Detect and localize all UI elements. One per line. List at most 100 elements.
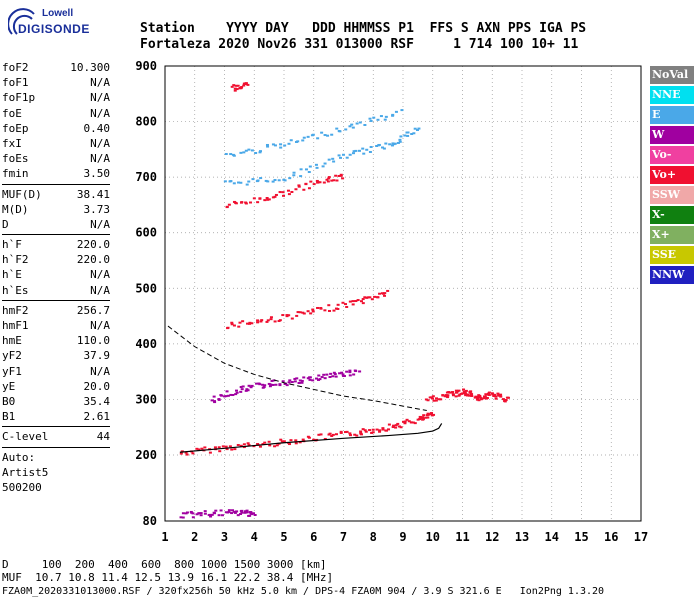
echo-point xyxy=(336,303,340,306)
echo-point xyxy=(227,510,231,513)
echo-point xyxy=(258,151,262,154)
echo-point xyxy=(208,451,212,454)
echo-point xyxy=(345,156,349,159)
echo-point xyxy=(463,392,467,395)
parameter-label: yF1 xyxy=(2,364,22,378)
echo-point xyxy=(446,394,450,397)
echo-point xyxy=(417,127,421,130)
echo-point xyxy=(468,394,472,397)
echo-point xyxy=(252,197,256,200)
echo-point xyxy=(210,513,214,516)
echo-point xyxy=(386,289,390,292)
echo-point xyxy=(232,154,236,157)
echo-point xyxy=(265,197,269,200)
echo-point xyxy=(487,391,491,394)
parameter-group-critical-frequencies: foF2 10.300 foF1 N/A foF1p N/A foE N/A foEp 0.40 f… xyxy=(2,60,110,182)
echo-point xyxy=(269,383,273,386)
echo-point xyxy=(354,300,358,303)
parameter-label: hmF1 xyxy=(2,319,29,332)
legend-item: X- xyxy=(650,206,694,224)
legend-item: SSW xyxy=(650,186,694,204)
y-tick-label: 800 xyxy=(135,115,157,129)
echo-point xyxy=(341,373,345,376)
parameter-value: 2.61 xyxy=(83,410,111,424)
echo-point xyxy=(223,180,227,183)
parameter-label: fxI xyxy=(2,136,22,150)
echo-point xyxy=(319,433,323,436)
parameter-value: N/A xyxy=(90,76,110,90)
parameter-row: hmF2 256.7 xyxy=(2,303,110,318)
echo-point xyxy=(281,380,285,383)
y-tick-label: 400 xyxy=(135,337,157,351)
parameter-row: fxI N/A xyxy=(2,136,110,151)
echo-point xyxy=(249,386,253,389)
chart-profile-lines xyxy=(167,325,443,453)
echo-point xyxy=(261,383,265,386)
header-labels: Station YYYY DAY DDD HHMMSS P1 FFS S AXN… xyxy=(140,21,587,36)
echo-point xyxy=(339,156,343,159)
echo-point xyxy=(263,441,267,444)
echo-point xyxy=(451,391,455,394)
echo-point xyxy=(256,321,260,324)
echo-point xyxy=(297,184,301,187)
echo-point xyxy=(229,180,233,183)
echo-point xyxy=(191,516,195,519)
echo-point xyxy=(234,389,238,392)
echo-point xyxy=(491,393,495,396)
echo-point xyxy=(431,397,435,400)
echo-point xyxy=(448,391,452,394)
echo-point xyxy=(496,392,500,395)
echo-point xyxy=(339,431,343,434)
echo-point xyxy=(197,512,201,515)
echo-point xyxy=(309,312,313,315)
echo-point xyxy=(278,319,282,322)
echo-point xyxy=(328,432,332,435)
echo-point xyxy=(419,416,423,419)
echo-point xyxy=(372,116,376,119)
echo-point xyxy=(485,393,489,396)
echo-point xyxy=(341,153,345,156)
x-tick-label: 15 xyxy=(574,530,588,544)
echo-point xyxy=(311,310,315,313)
echo-point xyxy=(304,168,308,171)
echo-point xyxy=(381,428,385,431)
echo-point xyxy=(355,434,359,437)
echo-point xyxy=(294,442,298,445)
file-info: FZA0M_2020331013000.RSF / 320fx256h 50 k… xyxy=(2,586,605,597)
parameter-row: M(D) 3.73 xyxy=(2,202,110,217)
echo-point xyxy=(376,118,380,121)
echo-point xyxy=(499,395,503,398)
echo-point xyxy=(464,389,468,392)
echo-point xyxy=(470,394,474,397)
echo-point xyxy=(348,125,352,128)
echo-point xyxy=(298,311,302,314)
echo-point xyxy=(359,430,363,433)
echo-point xyxy=(363,296,367,299)
echo-point xyxy=(403,420,407,423)
x-tick-label: 9 xyxy=(399,530,406,544)
echo-point xyxy=(451,393,455,396)
parameter-row: foEp 0.40 xyxy=(2,121,110,136)
echo-point xyxy=(199,512,203,515)
parameter-value: N/A xyxy=(90,136,110,150)
echo-point xyxy=(227,509,231,512)
echo-point xyxy=(273,144,277,147)
parameter-value: 220.0 xyxy=(76,253,110,267)
echo-point xyxy=(249,201,253,204)
parameter-label: M(D) xyxy=(2,202,29,216)
echo-point xyxy=(264,179,268,182)
logo-arc-icon xyxy=(8,8,35,35)
echo-point xyxy=(268,444,272,447)
parameter-label: foEs xyxy=(2,152,29,166)
echo-point xyxy=(289,439,293,442)
echo-point xyxy=(249,511,253,514)
echo-point xyxy=(348,434,352,437)
echo-point xyxy=(365,148,369,151)
echo-point xyxy=(397,425,401,428)
x-tick-label: 2 xyxy=(191,530,198,544)
echo-point xyxy=(285,314,289,317)
echo-point xyxy=(239,386,243,389)
distance-row: D 100 200 400 600 800 1000 1500 3000 [km… xyxy=(2,558,327,571)
x-tick-label: 11 xyxy=(455,530,469,544)
echo-point xyxy=(383,294,387,297)
